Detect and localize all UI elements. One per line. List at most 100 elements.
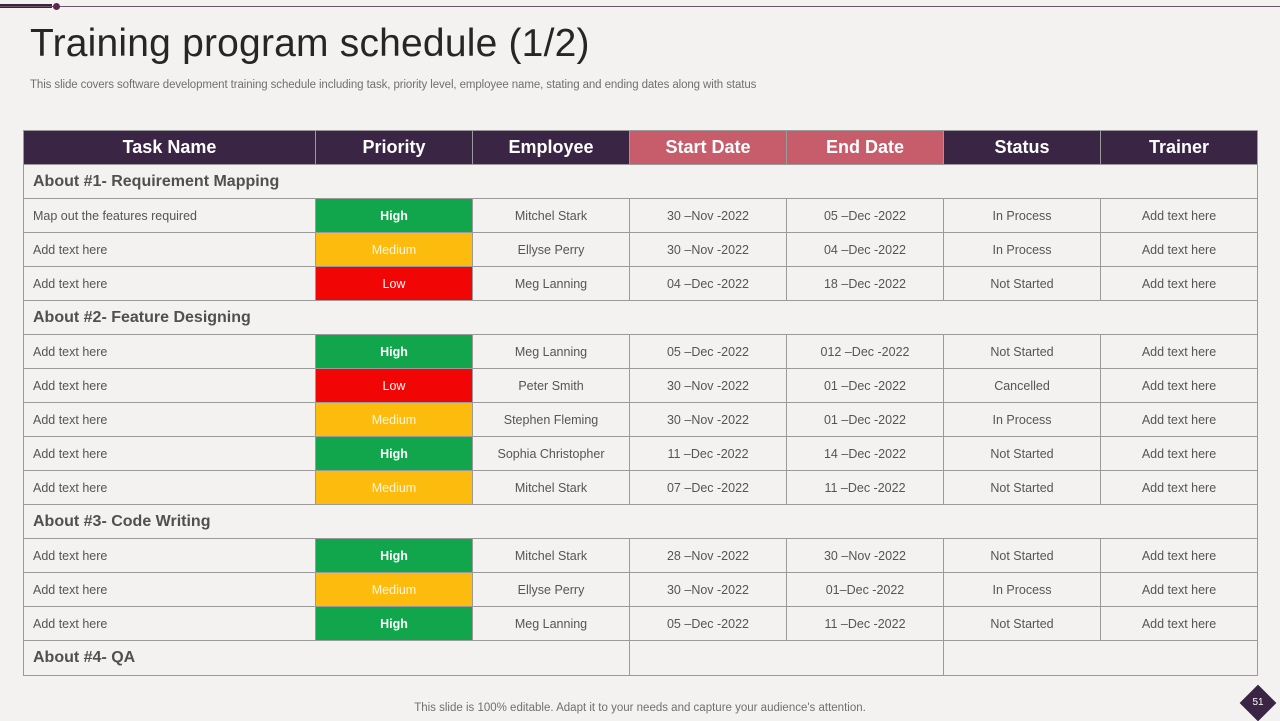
section-row: About #4- QA: [23, 640, 1258, 676]
table-row: Add text here High Mitchel Stark 28 –Nov -2…: [23, 538, 1258, 573]
start-date-cell: 30 –Nov -2022: [629, 198, 787, 233]
task-cell: Add text here: [23, 572, 316, 607]
table-row: Add text here Medium Ellyse Perry 30 –Nov -…: [23, 232, 1258, 267]
table-row: Add text here Medium Ellyse Perry 30 –Nov -…: [23, 572, 1258, 607]
end-date-cell: 012 –Dec -2022: [786, 334, 944, 369]
end-date-cell: 01 –Dec -2022: [786, 402, 944, 437]
status-cell: In Process: [943, 198, 1101, 233]
section-title: About #4- QA: [23, 640, 630, 676]
task-cell: Add text here: [23, 232, 316, 267]
priority-cell: Low: [315, 368, 473, 403]
header-start-date: Start Date: [629, 130, 787, 165]
start-date-cell: 30 –Nov -2022: [629, 368, 787, 403]
employee-cell: Meg Lanning: [472, 266, 630, 301]
table-row: Add text here High Meg Lanning 05 –Dec -202…: [23, 334, 1258, 369]
end-date-cell: 05 –Dec -2022: [786, 198, 944, 233]
status-cell: In Process: [943, 572, 1101, 607]
status-cell: Not Started: [943, 606, 1101, 641]
page-number: 51: [1252, 697, 1264, 708]
header-trainer: Trainer: [1100, 130, 1258, 165]
end-date-cell: 14 –Dec -2022: [786, 436, 944, 471]
task-cell: Add text here: [23, 436, 316, 471]
header-priority: Priority: [315, 130, 473, 165]
status-cell: Not Started: [943, 436, 1101, 471]
section-row: About #3- Code Writing: [23, 504, 1258, 539]
header-employee: Employee: [472, 130, 630, 165]
section-row: About #1- Requirement Mapping: [23, 164, 1258, 199]
trainer-cell: Add text here: [1100, 368, 1258, 403]
employee-cell: Mitchel Stark: [472, 538, 630, 573]
trainer-cell: Add text here: [1100, 266, 1258, 301]
section-row: About #2- Feature Designing: [23, 300, 1258, 335]
priority-cell: Medium: [315, 402, 473, 437]
trainer-cell: Add text here: [1100, 436, 1258, 471]
start-date-cell: 07 –Dec -2022: [629, 470, 787, 505]
status-cell: In Process: [943, 232, 1101, 267]
table-row: Map out the features required High Mitchel…: [23, 198, 1258, 233]
trainer-cell: Add text here: [1100, 402, 1258, 437]
table-row: Add text here Medium Stephen Fleming 30 –No…: [23, 402, 1258, 437]
status-cell: Not Started: [943, 538, 1101, 573]
employee-cell: Sophia Christopher: [472, 436, 630, 471]
start-date-cell: 30 –Nov -2022: [629, 402, 787, 437]
end-date-cell: 30 –Nov -2022: [786, 538, 944, 573]
header-end-date: End Date: [786, 130, 944, 165]
end-date-cell: 18 –Dec -2022: [786, 266, 944, 301]
task-cell: Add text here: [23, 334, 316, 369]
employee-cell: Ellyse Perry: [472, 232, 630, 267]
end-date-cell: 01–Dec -2022: [786, 572, 944, 607]
table-header-row: Task Name Priority Employee Start Date E…: [23, 130, 1258, 165]
priority-cell: High: [315, 538, 473, 573]
trainer-cell: Add text here: [1100, 572, 1258, 607]
priority-cell: Medium: [315, 232, 473, 267]
trainer-cell: Add text here: [1100, 334, 1258, 369]
page-subtitle: This slide covers software development t…: [30, 79, 757, 91]
end-date-cell: 04 –Dec -2022: [786, 232, 944, 267]
end-date-cell: 11 –Dec -2022: [786, 606, 944, 641]
task-cell: Add text here: [23, 470, 316, 505]
status-cell: Not Started: [943, 470, 1101, 505]
table-body: About #1- Requirement Mapping Map out the…: [23, 164, 1258, 676]
status-cell: Not Started: [943, 334, 1101, 369]
task-cell: Add text here: [23, 538, 316, 573]
status-cell: Cancelled: [943, 368, 1101, 403]
empty-cell: [629, 640, 944, 676]
start-date-cell: 04 –Dec -2022: [629, 266, 787, 301]
table-row: Add text here Low Peter Smith 30 –Nov -2022…: [23, 368, 1258, 403]
priority-cell: Medium: [315, 572, 473, 607]
status-cell: Not Started: [943, 266, 1101, 301]
employee-cell: Stephen Fleming: [472, 402, 630, 437]
start-date-cell: 11 –Dec -2022: [629, 436, 787, 471]
start-date-cell: 28 –Nov -2022: [629, 538, 787, 573]
priority-cell: Low: [315, 266, 473, 301]
status-cell: In Process: [943, 402, 1101, 437]
task-cell: Add text here: [23, 402, 316, 437]
header-task-name: Task Name: [23, 130, 316, 165]
employee-cell: Ellyse Perry: [472, 572, 630, 607]
trainer-cell: Add text here: [1100, 232, 1258, 267]
employee-cell: Peter Smith: [472, 368, 630, 403]
task-cell: Add text here: [23, 266, 316, 301]
end-date-cell: 01 –Dec -2022: [786, 368, 944, 403]
task-cell: Add text here: [23, 368, 316, 403]
employee-cell: Mitchel Stark: [472, 198, 630, 233]
employee-cell: Mitchel Stark: [472, 470, 630, 505]
trainer-cell: Add text here: [1100, 198, 1258, 233]
task-cell: Map out the features required: [23, 198, 316, 233]
page-title: Training program schedule (1/2): [30, 22, 590, 65]
employee-cell: Meg Lanning: [472, 334, 630, 369]
trainer-cell: Add text here: [1100, 538, 1258, 573]
end-date-cell: 11 –Dec -2022: [786, 470, 944, 505]
start-date-cell: 30 –Nov -2022: [629, 572, 787, 607]
priority-cell: High: [315, 606, 473, 641]
task-cell: Add text here: [23, 606, 316, 641]
employee-cell: Meg Lanning: [472, 606, 630, 641]
table-row: Add text here High Meg Lanning 05 –Dec -202…: [23, 606, 1258, 641]
trainer-cell: Add text here: [1100, 606, 1258, 641]
section-title: About #1- Requirement Mapping: [23, 164, 1258, 199]
start-date-cell: 05 –Dec -2022: [629, 606, 787, 641]
schedule-table: Task Name Priority Employee Start Date E…: [23, 130, 1258, 676]
empty-cell: [943, 640, 1258, 676]
trainer-cell: Add text here: [1100, 470, 1258, 505]
header-status: Status: [943, 130, 1101, 165]
